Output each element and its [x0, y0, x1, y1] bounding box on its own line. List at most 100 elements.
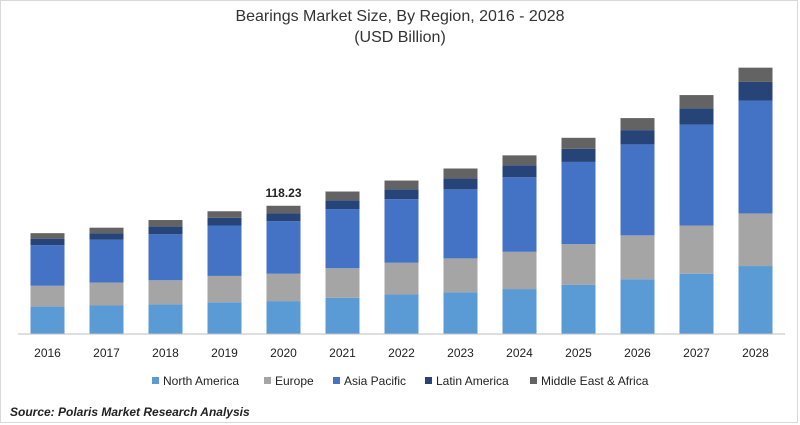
bar-segment-2023-middle-east-africa [443, 168, 478, 179]
bar-segment-2027-middle-east-africa [679, 95, 714, 109]
bar-segment-2016-asia-pacific [30, 245, 65, 286]
bar-segment-2018-north-america [148, 304, 183, 334]
legend-item: North America [152, 374, 239, 388]
bar-segment-2024-north-america [502, 289, 537, 334]
bar-segment-2017-middle-east-africa [89, 227, 124, 234]
bar-segment-2023-north-america [443, 292, 478, 334]
bar-segment-2017-north-america [89, 305, 124, 334]
legend-item: Latin America [425, 374, 509, 388]
bar-segment-2021-middle-east-africa [325, 191, 360, 201]
bar-segment-2026-europe [620, 235, 655, 280]
bar-segment-2024-asia-pacific [502, 177, 537, 252]
annotations: 118.23 [265, 186, 301, 200]
legend-swatch [425, 377, 432, 384]
legend-item: Middle East & Africa [530, 374, 649, 388]
bar-segment-2023-latin-america [443, 178, 478, 190]
x-tick-label: 2018 [152, 346, 179, 360]
bar-segment-2019-middle-east-africa [207, 211, 242, 218]
bar-segment-2019-asia-pacific [207, 225, 242, 276]
x-tick-label: 2019 [211, 346, 238, 360]
bar-segment-2026-latin-america [620, 130, 655, 145]
bar-segment-2016-europe [30, 285, 65, 307]
bar-segment-2028-middle-east-africa [738, 67, 773, 82]
bar-segment-2018-europe [148, 280, 183, 305]
bar-segment-2021-europe [325, 268, 360, 298]
source-note: Source: Polaris Market Research Analysis [10, 405, 250, 419]
bar-segment-2021-north-america [325, 297, 360, 334]
x-tick-label: 2023 [447, 346, 474, 360]
legend-swatch [333, 377, 340, 384]
x-tick-label: 2016 [34, 346, 61, 360]
bar-segment-2020-europe [266, 273, 301, 302]
legend-label: Asia Pacific [344, 374, 406, 388]
x-tick-label: 2025 [565, 346, 592, 360]
bar-segment-2022-middle-east-africa [384, 180, 419, 190]
bar-segment-2017-asia-pacific [89, 239, 124, 283]
bar-segment-2024-europe [502, 251, 537, 290]
bar-segment-2026-middle-east-africa [620, 118, 655, 131]
bar-segment-2016-middle-east-africa [30, 233, 65, 239]
legend-label: Europe [275, 374, 314, 388]
bar-segment-2020-latin-america [266, 213, 301, 222]
x-tick-label: 2021 [329, 346, 356, 360]
bar-segment-2028-latin-america [738, 81, 773, 101]
bar-segment-2018-latin-america [148, 226, 183, 235]
bar-segment-2020-middle-east-africa [266, 205, 301, 214]
legend-item: Europe [264, 374, 314, 388]
bar-segment-2025-north-america [561, 284, 596, 334]
bar-segment-2023-asia-pacific [443, 189, 478, 259]
bar-segment-2025-asia-pacific [561, 161, 596, 245]
bars-group [30, 67, 773, 334]
bar-segment-2019-north-america [207, 302, 242, 334]
x-tick-labels: 2016 2017 2018 2019 2020 2021 2022 2023 2024 2025… [34, 346, 769, 360]
bar-segment-2025-europe [561, 244, 596, 285]
bar-segment-2017-europe [89, 282, 124, 306]
bar-segment-2027-asia-pacific [679, 124, 714, 226]
bar-segment-2024-middle-east-africa [502, 155, 537, 166]
bar-segment-2017-latin-america [89, 233, 124, 240]
chart-subtitle: (USD Billion) [354, 29, 446, 46]
bar-segment-2028-asia-pacific [738, 100, 773, 214]
bar-segment-2018-middle-east-africa [148, 220, 183, 227]
x-tick-label: 2027 [683, 346, 710, 360]
bar-segment-2026-asia-pacific [620, 144, 655, 236]
bar-segment-2016-north-america [30, 306, 65, 334]
data-label-2020: 118.23 [265, 186, 301, 200]
x-tick-label: 2022 [388, 346, 415, 360]
bar-segment-2016-latin-america [30, 238, 65, 246]
x-tick-label: 2017 [93, 346, 120, 360]
bar-segment-2025-latin-america [561, 148, 596, 162]
bar-segment-2022-north-america [384, 294, 419, 334]
bar-segment-2022-latin-america [384, 189, 419, 200]
bar-segment-2021-latin-america [325, 200, 360, 210]
bar-segment-2021-asia-pacific [325, 209, 360, 269]
bar-segment-2018-asia-pacific [148, 234, 183, 281]
bar-segment-2027-latin-america [679, 108, 714, 125]
bar-segment-2022-asia-pacific [384, 199, 419, 263]
chart-title: Bearings Market Size, By Region, 2016 - … [235, 8, 565, 25]
bar-segment-2028-north-america [738, 266, 773, 334]
bar-segment-2020-asia-pacific [266, 221, 301, 274]
bar-segment-2019-latin-america [207, 217, 242, 226]
bar-segment-2028-europe [738, 213, 773, 267]
bar-segment-2024-latin-america [502, 165, 537, 178]
x-tick-label: 2028 [742, 346, 769, 360]
bar-segment-2022-europe [384, 262, 419, 295]
legend-swatch [152, 377, 159, 384]
legend-label: North America [163, 374, 239, 388]
bar-segment-2019-europe [207, 275, 242, 303]
x-tick-label: 2024 [506, 346, 533, 360]
bar-segment-2023-europe [443, 258, 478, 293]
x-tick-label: 2020 [270, 346, 297, 360]
x-tick-label: 2026 [624, 346, 651, 360]
legend-swatch [264, 377, 271, 384]
legend: North America Europe Asia Pacific Latin Ame… [152, 374, 649, 388]
legend-item: Asia Pacific [333, 374, 406, 388]
bar-segment-2026-north-america [620, 279, 655, 334]
legend-swatch [530, 377, 537, 384]
legend-label: Latin America [436, 374, 509, 388]
bar-segment-2027-north-america [679, 273, 714, 334]
legend-label: Middle East & Africa [541, 374, 649, 388]
